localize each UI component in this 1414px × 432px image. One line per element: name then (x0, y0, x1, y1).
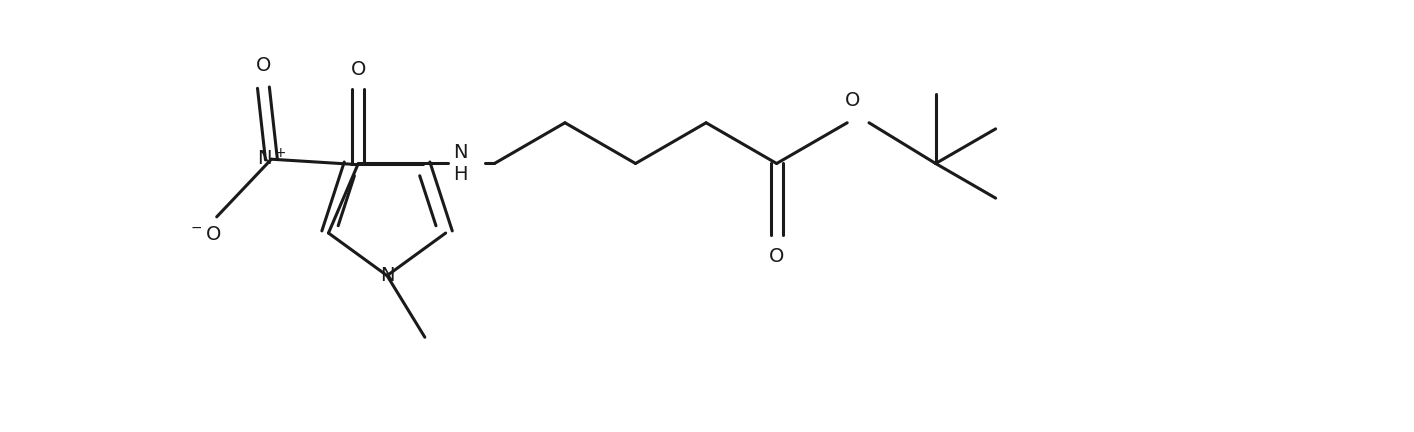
Text: O: O (256, 56, 271, 75)
Text: O: O (351, 60, 366, 79)
Text: N
H: N H (452, 143, 467, 184)
Text: $^-$O: $^-$O (188, 225, 222, 244)
Text: N: N (380, 266, 395, 285)
Text: N$^+$: N$^+$ (257, 149, 286, 170)
Text: O: O (769, 248, 785, 267)
Text: O: O (844, 92, 860, 111)
